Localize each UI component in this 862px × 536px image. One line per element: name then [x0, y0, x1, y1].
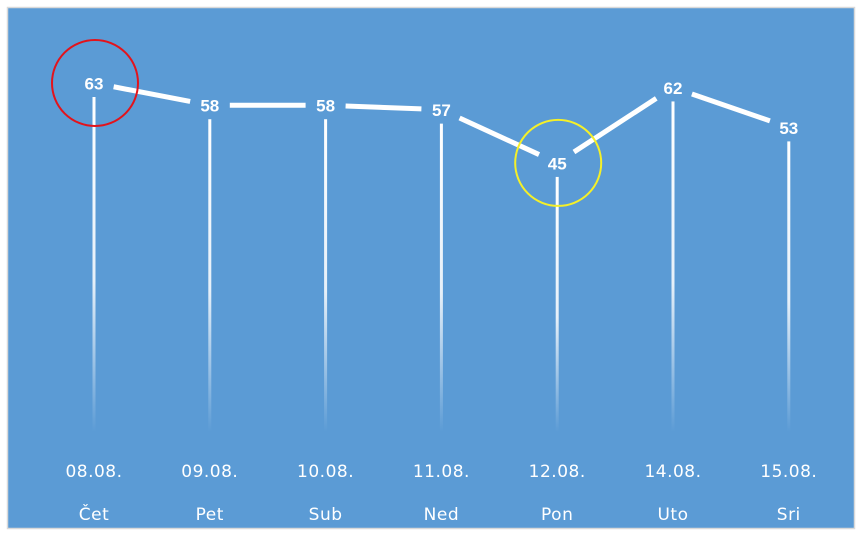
- series-line-segment: [345, 103, 422, 112]
- data-label: 53: [779, 119, 798, 138]
- x-tick-day-label: Čet: [79, 503, 110, 525]
- data-label: 45: [548, 154, 567, 173]
- drop-line: [208, 119, 212, 432]
- drop-line: [324, 119, 328, 432]
- series-line-segment: [572, 96, 658, 155]
- x-tick-date-label: 12.08.: [529, 462, 586, 482]
- x-tick-date-label: 09.08.: [181, 462, 238, 482]
- drop-line: [787, 141, 791, 432]
- x-tick-day-label: Uto: [657, 505, 688, 525]
- x-tick-date-label: 14.08.: [644, 462, 701, 482]
- data-label: 57: [432, 101, 451, 120]
- x-tick-day-label: Ned: [424, 505, 459, 525]
- x-tick-date-label: 08.08.: [65, 462, 122, 482]
- x-tick-date-label: 11.08.: [413, 462, 470, 482]
- data-label: 62: [664, 79, 683, 98]
- x-tick-day-label: Sub: [309, 505, 343, 525]
- x-tick-day-label: Pon: [541, 505, 573, 525]
- x-tick-date-label: 15.08.: [760, 462, 817, 482]
- data-label: 58: [200, 97, 219, 116]
- data-label: 63: [85, 75, 104, 94]
- data-label: 58: [316, 97, 335, 116]
- highlight-circle: [514, 118, 603, 207]
- x-tick-day-label: Pet: [196, 505, 224, 525]
- x-tick-date-label: 10.08.: [297, 462, 354, 482]
- x-tick-day-label: Sri: [777, 505, 801, 525]
- highlight-circle: [51, 39, 139, 127]
- drop-line: [439, 123, 443, 432]
- series-line-segment: [113, 84, 191, 104]
- drop-line: [555, 176, 559, 432]
- series-line-segment: [458, 115, 541, 157]
- drop-line: [92, 97, 96, 432]
- chart-background: [6, 6, 856, 530]
- series-line-segment: [691, 91, 771, 124]
- drop-line: [671, 101, 675, 432]
